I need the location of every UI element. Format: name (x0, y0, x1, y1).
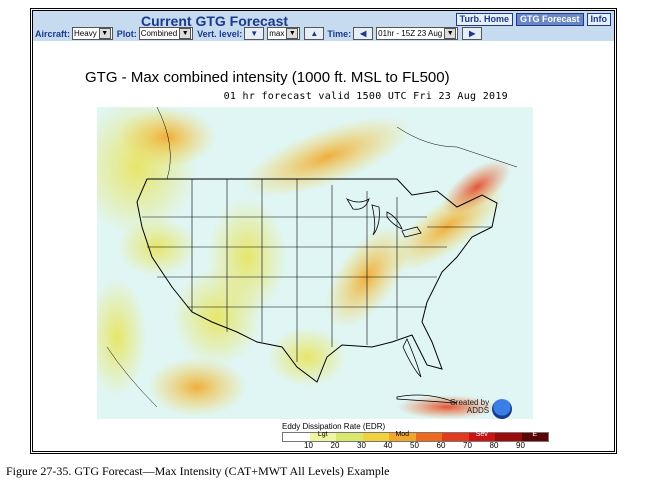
legend-tick-label: 70 (463, 441, 472, 450)
legend-tick-label: 50 (410, 441, 419, 450)
time-label: Time: (327, 28, 352, 39)
level-value: max (269, 29, 285, 38)
legend-band-label: Sev (475, 431, 488, 438)
plot-value: Combined (140, 29, 178, 38)
level-up-button[interactable]: ▲ (304, 27, 325, 40)
legend-band (495, 433, 522, 441)
edr-legend: Eddy Dissipation Rate (EDR) Lgt Mod Sev E 1… (275, 422, 549, 450)
level-select[interactable]: max ▼ (267, 27, 301, 40)
legend-band (442, 433, 469, 441)
legend-tick-label: 40 (383, 441, 393, 450)
legend-band-label: E (532, 431, 538, 438)
legend-tick-label: 10 (304, 441, 313, 450)
legend-band (415, 433, 442, 441)
chevron-down-icon: ▼ (179, 28, 192, 39)
legend-tick-label: 80 (489, 441, 499, 450)
legend-band-label: Mod (395, 431, 410, 438)
credit-text: Created by ADDS (450, 399, 489, 415)
time-prev-button[interactable]: ◀ (353, 27, 374, 40)
forecast-map[interactable] (97, 107, 533, 419)
aircraft-value: Heavy (74, 29, 97, 38)
nav-buttons: Turb. Home GTG Forecast Info (455, 13, 611, 26)
legend-title: Eddy Dissipation Rate (EDR) (282, 422, 386, 431)
page-title: Current GTG Forecast (141, 13, 289, 29)
legend-band: Sev (468, 431, 495, 441)
map-title: GTG - Max combined intensity (1000 ft. M… (85, 69, 450, 86)
legend-band-label: Lgt (317, 431, 328, 438)
info-button[interactable]: Info (586, 13, 611, 26)
legend-tick-label: 20 (330, 441, 340, 450)
time-select[interactable]: 01hr - 15Z 23 Aug ▼ (376, 27, 459, 40)
level-down-button[interactable]: ▼ (244, 27, 265, 40)
aircraft-select[interactable]: Heavy ▼ (72, 27, 113, 40)
chevron-down-icon: ▼ (98, 28, 111, 39)
legend-ticks: 10 20 30 40 50 60 70 80 90 (282, 441, 547, 451)
legend-band (283, 433, 310, 441)
legend-band: E (521, 431, 548, 441)
legend-tick-label: 60 (436, 441, 446, 450)
controls-row: Aircraft: Heavy ▼ Plot: Combined ▼ Vert.… (35, 27, 485, 40)
gtg-forecast-button[interactable]: GTG Forecast (515, 13, 584, 26)
turb-home-button[interactable]: Turb. Home (455, 13, 513, 26)
level-label: Vert. level: (197, 28, 243, 39)
legend-band: Mod (389, 431, 416, 441)
chevron-down-icon: ▼ (444, 28, 457, 39)
credit-line-2: ADDS (466, 406, 490, 415)
figure-caption: Figure 27-35. GTG Forecast—Max Intensity… (6, 464, 390, 478)
gtg-window: Current GTG Forecast Turb. Home GTG Fore… (30, 8, 617, 454)
chevron-down-icon: ▼ (286, 28, 299, 39)
time-value: 01hr - 15Z 23 Aug (378, 29, 443, 38)
legend-band (336, 433, 363, 441)
plot-label: Plot: (116, 28, 137, 39)
map-subtitle: 01 hr forecast valid 1500 UTC Fri 23 Aug… (223, 91, 508, 102)
legend-band: Lgt (309, 431, 336, 441)
time-next-button[interactable]: ▶ (462, 27, 483, 40)
legend-color-bar: Lgt Mod Sev E (282, 431, 549, 442)
aircraft-label: Aircraft: (35, 28, 71, 39)
turbulence-map-graphic (97, 107, 533, 419)
legend-tick-label: 30 (357, 441, 366, 450)
credit-line-1: Created by (450, 398, 490, 407)
plot-select[interactable]: Combined ▼ (138, 27, 194, 40)
legend-band (362, 433, 389, 441)
noaa-logo-icon (492, 399, 512, 419)
legend-tick-label: 90 (516, 441, 525, 450)
toolbar: Current GTG Forecast Turb. Home GTG Fore… (33, 11, 614, 41)
